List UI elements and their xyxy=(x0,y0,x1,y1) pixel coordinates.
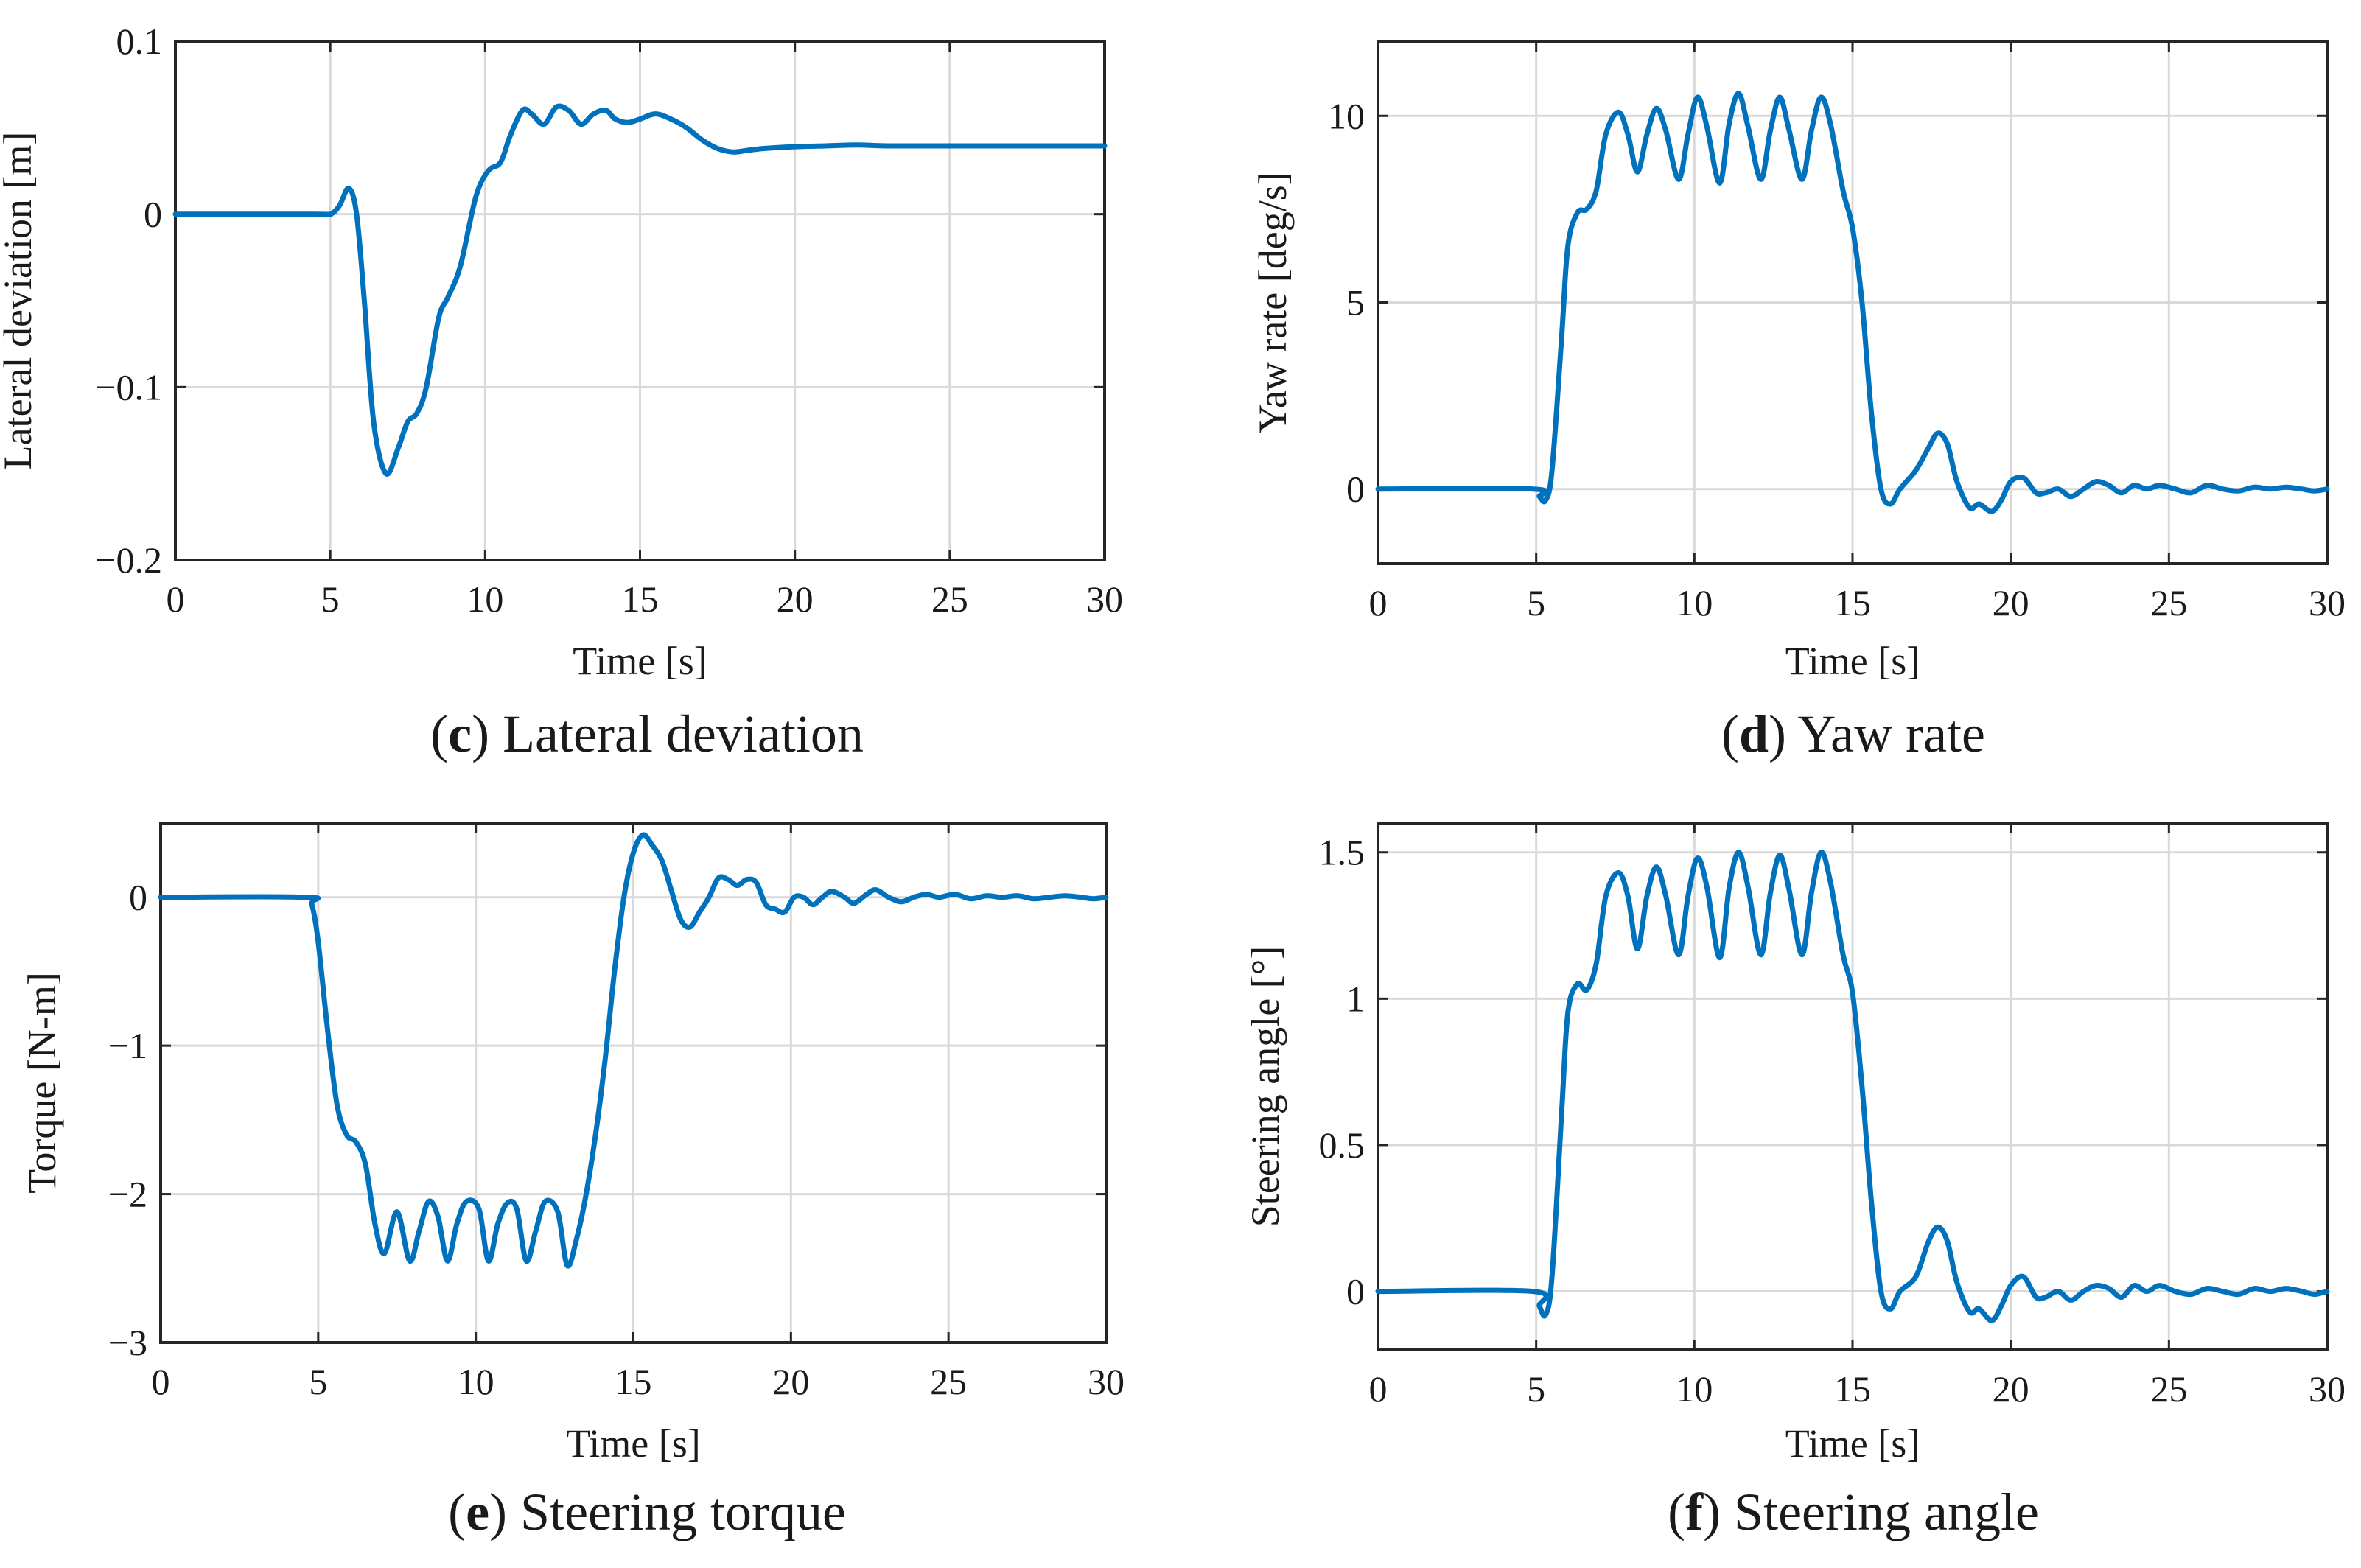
x-axis-label: Time [s] xyxy=(566,1421,701,1466)
x-tick-label: 5 xyxy=(1527,1368,1545,1410)
x-tick-label: 0 xyxy=(1369,1368,1388,1410)
x-tick-label: 15 xyxy=(622,578,659,620)
x-tick-label: 10 xyxy=(458,1361,494,1402)
y-tick-label: −1 xyxy=(108,1025,147,1066)
y-tick-label: 0 xyxy=(1346,469,1365,510)
y-axis-label: Torque [N-m] xyxy=(20,972,64,1194)
x-tick-label: 10 xyxy=(1676,1368,1713,1410)
y-axis-label: Yaw rate [deg/s] xyxy=(1251,172,1295,433)
y-tick-label: 1 xyxy=(1346,978,1365,1019)
x-tick-label: 0 xyxy=(1369,582,1388,623)
x-axis-label: Time [s] xyxy=(1785,639,1920,683)
x-tick-label: 20 xyxy=(777,578,814,620)
y-tick-label: −0.1 xyxy=(95,366,162,407)
x-tick-label: 30 xyxy=(2309,1368,2346,1410)
x-tick-label: 15 xyxy=(1834,1368,1871,1410)
caption-e: (e) Steering torque xyxy=(448,1483,846,1541)
series-line-steering-angle xyxy=(1375,850,2330,1323)
panel-lateral-deviation: (c) Lateral deviation 0 5 10 15 20 25 30 −0.2 −0… xyxy=(0,21,1123,763)
x-tick-label: 30 xyxy=(2309,582,2346,623)
x-axis-label: Time [s] xyxy=(1785,1421,1920,1466)
x-tick-label: 20 xyxy=(1993,582,2029,623)
y-tick-label: −0.2 xyxy=(95,539,162,581)
caption-d: (d) Yaw rate xyxy=(1721,704,1985,763)
x-tick-label: 30 xyxy=(1086,578,1123,620)
series-line-lateral-deviation xyxy=(172,103,1108,477)
x-tick-label: 5 xyxy=(309,1361,327,1402)
panel-steering-angle: (f) Steering angle 0 5 10 15 20 25 30 0 0.5 1 1.5 T… xyxy=(1243,822,2346,1541)
caption-text: Yaw rate xyxy=(1797,704,1985,763)
y-tick-label: 0.1 xyxy=(116,21,163,62)
caption-f: (f) Steering angle xyxy=(1668,1483,2039,1541)
x-tick-label: 25 xyxy=(2150,582,2187,623)
x-tick-label: 10 xyxy=(1676,582,1713,623)
x-tick-label: 20 xyxy=(1993,1368,2029,1410)
y-tick-label: 0 xyxy=(144,194,162,235)
y-tick-label: 1.5 xyxy=(1319,832,1365,873)
x-tick-label: 15 xyxy=(615,1361,652,1402)
x-tick-label: 25 xyxy=(930,1361,967,1402)
y-axis-label: Lateral deviation [m] xyxy=(0,132,40,470)
y-tick-label: 0 xyxy=(1346,1271,1365,1312)
y-tick-label: −3 xyxy=(108,1322,147,1363)
caption-letter: f xyxy=(1685,1483,1704,1541)
y-tick-label: 0.5 xyxy=(1319,1124,1365,1166)
y-tick-label: 5 xyxy=(1346,282,1365,323)
x-tick-label: 15 xyxy=(1834,582,1871,623)
caption-text: Steering angle xyxy=(1734,1483,2039,1541)
x-tick-label: 10 xyxy=(466,578,503,620)
y-tick-label: −2 xyxy=(108,1174,147,1215)
y-axis-label: Steering angle [°] xyxy=(1243,946,1287,1227)
caption-letter: e xyxy=(466,1483,489,1541)
x-tick-label: 25 xyxy=(931,578,968,620)
y-tick-label: 10 xyxy=(1328,95,1365,136)
caption-c: (c) Lateral deviation xyxy=(430,704,864,763)
caption-letter: c xyxy=(448,704,472,763)
series-line-yaw-rate xyxy=(1375,91,2330,514)
x-tick-label: 5 xyxy=(1527,582,1545,623)
caption-text: Lateral deviation xyxy=(503,704,864,763)
panel-steering-torque: (e) Steering torque 0 5 10 15 20 25 30 −3 −2 −1 0 T… xyxy=(20,822,1124,1541)
x-tick-label: 20 xyxy=(772,1361,809,1402)
x-axis-label: Time [s] xyxy=(573,639,707,683)
caption-text: Steering torque xyxy=(520,1483,846,1541)
panel-yaw-rate: (d) Yaw rate 0 5 10 15 20 25 30 0 5 10 Time [s] Yaw… xyxy=(1251,40,2346,763)
x-tick-label: 0 xyxy=(152,1361,170,1402)
caption-letter: d xyxy=(1739,704,1769,763)
x-tick-label: 5 xyxy=(321,578,340,620)
series-line-steering-torque xyxy=(158,832,1109,1269)
x-tick-label: 30 xyxy=(1088,1361,1124,1402)
x-tick-label: 25 xyxy=(2150,1368,2187,1410)
x-tick-label: 0 xyxy=(167,578,185,620)
y-tick-label: 0 xyxy=(129,877,147,918)
